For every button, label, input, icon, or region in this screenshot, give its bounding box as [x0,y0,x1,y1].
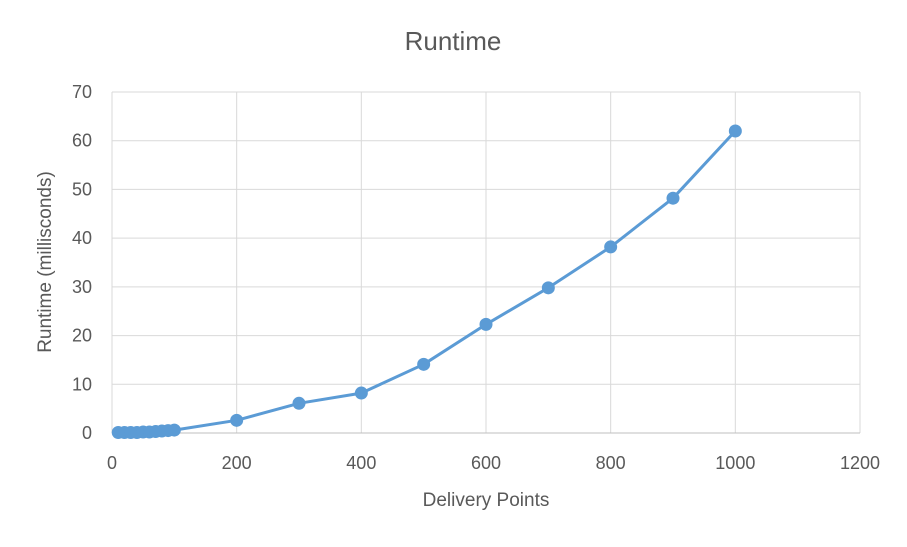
data-point [292,396,306,410]
data-point [604,240,618,254]
data-point [230,413,244,427]
y-tick-label: 0 [82,423,92,443]
x-tick-label: 0 [107,453,117,473]
axes [111,92,860,434]
chart-title: Runtime [405,26,502,56]
x-tick-label: 1000 [715,453,755,473]
y-axis-label: Runtime (millisconds) [35,171,56,353]
y-tick-label: 10 [72,374,92,394]
data-point [167,423,181,437]
y-tick-label: 60 [72,131,92,151]
data-point [417,357,431,371]
x-tick-label: 800 [596,453,626,473]
y-tick-label: 30 [72,277,92,297]
y-tick-label: 40 [72,228,92,248]
series-line [116,129,737,434]
y-tick-label: 20 [72,326,92,346]
y-tick-label: 70 [72,82,92,102]
x-tick-label: 200 [222,453,252,473]
x-axis-label: Delivery Points [423,490,550,511]
x-tick-label: 400 [346,453,376,473]
gridlines [112,91,861,433]
data-point [479,317,493,331]
data-series [111,124,742,440]
x-tick-label: 600 [471,453,501,473]
data-point [354,386,368,400]
data-point [666,191,680,205]
data-point [728,124,742,138]
data-point [541,281,555,295]
x-tick-label: 1200 [840,453,880,473]
y-tick-label: 50 [72,179,92,199]
tick-labels: 0 10 20 30 40 50 60 70 0 200 400 600 800 1000 1200 [72,82,880,473]
